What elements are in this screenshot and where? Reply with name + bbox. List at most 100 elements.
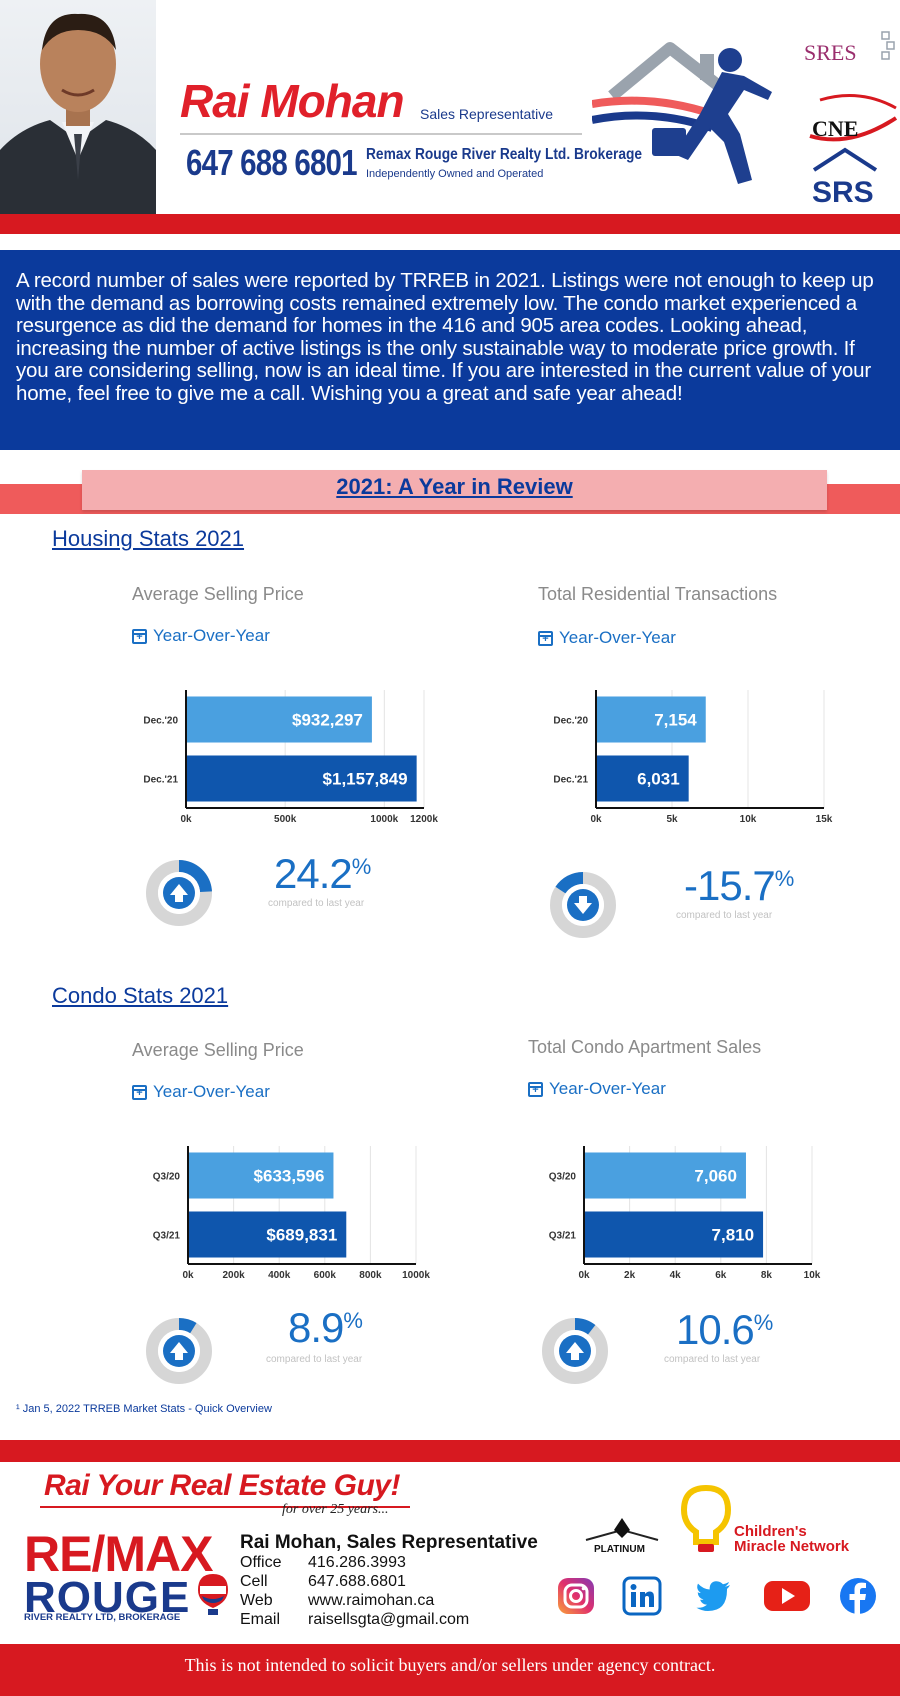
- contact-office-row: Office 416.286.3993: [0, 1554, 560, 1574]
- donut-segment: [179, 860, 212, 892]
- brokerage-note: Independently Owned and Operated: [366, 168, 544, 180]
- condo-heading: Condo Stats 2021: [52, 983, 229, 1008]
- category-label: Q3/20: [153, 1172, 181, 1183]
- bar-value-label: 6,031: [637, 770, 680, 789]
- contact-label: Web: [240, 1592, 273, 1609]
- tick-label: 0k: [578, 1270, 590, 1281]
- housing-price-chart: 0k 500k 1000k 1200k $932,297 Dec.'20 $1,157,84…: [130, 684, 440, 830]
- tick-label: 8k: [761, 1270, 773, 1281]
- bar-chart-svg: 0k 500k 1000k 1200k $932,297 Dec.'20 $1,157,84…: [143, 690, 438, 825]
- twitter-icon[interactable]: [694, 1576, 734, 1616]
- agent-name: Rai Mohan: [180, 75, 405, 127]
- bar-value-label: 7,060: [694, 1167, 737, 1186]
- contact-value[interactable]: 647.688.6801: [308, 1573, 406, 1590]
- lightbulb-icon: [680, 1484, 732, 1552]
- sres-mark-icon: [881, 31, 895, 60]
- bar-chart-svg: 0k 5k 10k 15k 7,154 Dec.'20 6,031 Dec.'21: [553, 690, 833, 825]
- yoy-label: Year-Over-Year: [153, 1082, 270, 1101]
- bar: [189, 1211, 347, 1258]
- contact-cell-row: Cell 647.688.6801: [0, 1573, 560, 1593]
- tick-label: 2k: [624, 1270, 636, 1281]
- arrow-glyph: [566, 1342, 584, 1360]
- yoy-label: Year-Over-Year: [559, 628, 676, 647]
- running-agent-illustration: [591, 34, 792, 194]
- bar-value-label: $1,157,849: [323, 770, 408, 789]
- contact-value[interactable]: 416.286.3993: [308, 1554, 406, 1571]
- category-label: Dec.'20: [143, 716, 178, 727]
- tick-label: 200k: [222, 1270, 245, 1281]
- tick-label: 0k: [180, 814, 192, 825]
- contact-label: Office: [240, 1554, 282, 1571]
- tick-label: 1000k: [402, 1270, 430, 1281]
- agent-portrait: [0, 0, 156, 214]
- tick-label: 5k: [666, 814, 678, 825]
- donut-svg: [146, 1318, 212, 1384]
- header-divider: [180, 133, 582, 135]
- brokerage-name: Remax Rouge River Realty Ltd. Brokerage: [366, 146, 643, 163]
- rouge-logo: ROUGE: [24, 1573, 191, 1622]
- housing-price-title: Average Selling Price: [132, 584, 304, 604]
- intro-text: A record number of sales were reported b…: [0, 250, 900, 450]
- agent-phone[interactable]: 647 688 6801: [186, 142, 358, 183]
- bar-chart-svg: 0k 200k 400k 600k 800k 1000k $633,596 Q3/20 $689…: [153, 1146, 430, 1281]
- footer-tagline-sub: for over 25 years...: [282, 1502, 389, 1517]
- platinum-label: PLATINUM: [594, 1544, 645, 1555]
- donut-svg: [146, 860, 212, 926]
- footer-red-band: [0, 1440, 900, 1462]
- condo-price-chart: 0k 200k 400k 600k 800k 1000k $633,596 Q3/20 $689…: [132, 1140, 432, 1286]
- donut-segment: [575, 1318, 596, 1335]
- tick-label: 10k: [740, 814, 757, 825]
- donut-segment: [555, 872, 583, 894]
- tick-label: 0k: [590, 814, 602, 825]
- housing-transactions-chart: 0k 5k 10k 15k 7,154 Dec.'20 6,031 Dec.'21: [540, 684, 840, 830]
- bar-chart-svg: 0k 2k 4k 6k 8k 10k 7,060 Q3/20 7,810 Q3/21: [549, 1146, 821, 1281]
- cne-swoosh-icon: [809, 94, 898, 142]
- youtube-icon[interactable]: [762, 1576, 812, 1616]
- category-label: Dec.'21: [553, 775, 588, 786]
- housing-transactions-percent: -15.7%: [684, 862, 794, 909]
- instagram-icon[interactable]: [556, 1576, 596, 1616]
- disclaimer-band: [0, 1644, 900, 1696]
- bar-value-label: 7,810: [712, 1226, 755, 1245]
- rouge-subtitle: RIVER REALTY LTD, BROKERAGE: [24, 1612, 181, 1623]
- condo-price-yoy: Year-Over-Year: [132, 1082, 270, 1102]
- tick-label: 1200k: [410, 814, 438, 825]
- review-title-box: [82, 470, 827, 510]
- cmn-logo: Children's Miracle Network: [734, 1524, 849, 1554]
- linkedin-icon[interactable]: [622, 1576, 662, 1616]
- housing-price-donut: [138, 852, 220, 939]
- housing-transactions-compared: compared to last year: [676, 910, 773, 921]
- tick-label: 800k: [359, 1270, 382, 1281]
- arrow-glyph: [170, 1342, 188, 1360]
- housing-price-compared: compared to last year: [268, 898, 365, 909]
- donut-segment: [179, 1318, 197, 1334]
- contact-value[interactable]: raisellsgta@gmail.com: [308, 1611, 470, 1628]
- condo-price-percent: 8.9%: [288, 1304, 363, 1351]
- tick-label: 600k: [314, 1270, 337, 1281]
- category-label: Dec.'20: [553, 716, 588, 727]
- remax-logo: RE/MAX: [24, 1526, 213, 1582]
- arrow-glyph: [170, 884, 188, 902]
- tagline-underline: [40, 1506, 410, 1508]
- cmn-line2: Miracle Network: [734, 1538, 850, 1555]
- condo-price-compared: compared to last year: [266, 1354, 363, 1365]
- housing-price-percent: 24.2%: [274, 850, 371, 897]
- bar: [187, 696, 372, 743]
- housing-transactions-donut: [542, 864, 624, 951]
- condo-sales-yoy: Year-Over-Year: [528, 1079, 666, 1099]
- tick-label: 10k: [804, 1270, 821, 1281]
- housing-transactions-title: Total Residential Transactions: [538, 584, 778, 604]
- balloon-icon: [198, 1574, 228, 1615]
- calendar-icon: [538, 630, 553, 646]
- yoy-label: Year-Over-Year: [153, 626, 270, 645]
- calendar-icon: [132, 1084, 147, 1100]
- facebook-icon[interactable]: [838, 1576, 878, 1616]
- tick-label: 6k: [715, 1270, 727, 1281]
- srs-roof-icon: [812, 147, 878, 172]
- contact-value[interactable]: www.raimohan.ca: [308, 1592, 435, 1609]
- condo-sales-compared: compared to last year: [664, 1354, 761, 1365]
- contact-label: Email: [240, 1611, 281, 1628]
- cmn-line1: Children's: [734, 1523, 807, 1540]
- condo-price-donut: [138, 1310, 220, 1397]
